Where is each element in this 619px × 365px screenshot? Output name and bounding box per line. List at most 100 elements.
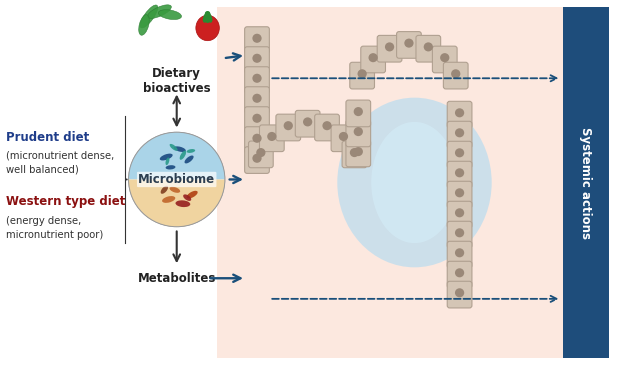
Circle shape bbox=[339, 132, 348, 141]
Circle shape bbox=[253, 134, 262, 143]
Text: Systemic actions: Systemic actions bbox=[579, 127, 592, 238]
Ellipse shape bbox=[165, 157, 170, 165]
Circle shape bbox=[267, 132, 277, 141]
Circle shape bbox=[451, 69, 461, 78]
FancyBboxPatch shape bbox=[259, 125, 284, 151]
Ellipse shape bbox=[170, 144, 178, 151]
Circle shape bbox=[256, 148, 266, 157]
Text: Microbiome: Microbiome bbox=[138, 173, 215, 186]
Circle shape bbox=[440, 53, 449, 62]
FancyBboxPatch shape bbox=[447, 241, 472, 268]
Circle shape bbox=[253, 74, 262, 83]
FancyBboxPatch shape bbox=[248, 141, 273, 168]
FancyBboxPatch shape bbox=[245, 27, 269, 53]
Circle shape bbox=[322, 121, 332, 130]
Circle shape bbox=[404, 39, 413, 48]
Circle shape bbox=[353, 107, 363, 116]
Circle shape bbox=[455, 188, 464, 197]
Ellipse shape bbox=[161, 186, 168, 194]
Ellipse shape bbox=[158, 10, 181, 20]
Ellipse shape bbox=[140, 5, 158, 28]
Ellipse shape bbox=[147, 5, 171, 18]
Ellipse shape bbox=[160, 154, 173, 161]
Circle shape bbox=[368, 53, 378, 62]
Circle shape bbox=[303, 118, 312, 126]
Circle shape bbox=[455, 208, 464, 217]
FancyBboxPatch shape bbox=[447, 281, 472, 308]
Wedge shape bbox=[129, 180, 225, 227]
Circle shape bbox=[455, 128, 464, 137]
FancyBboxPatch shape bbox=[314, 114, 339, 141]
FancyBboxPatch shape bbox=[331, 125, 356, 151]
FancyBboxPatch shape bbox=[276, 114, 301, 141]
Ellipse shape bbox=[176, 200, 190, 207]
Circle shape bbox=[253, 34, 262, 43]
FancyBboxPatch shape bbox=[397, 32, 422, 58]
Circle shape bbox=[253, 94, 262, 103]
Ellipse shape bbox=[205, 11, 212, 23]
FancyBboxPatch shape bbox=[346, 120, 371, 147]
FancyBboxPatch shape bbox=[350, 62, 374, 89]
FancyBboxPatch shape bbox=[245, 107, 269, 134]
Circle shape bbox=[253, 114, 262, 123]
Ellipse shape bbox=[203, 11, 210, 23]
Ellipse shape bbox=[204, 11, 210, 23]
Circle shape bbox=[455, 108, 464, 118]
Ellipse shape bbox=[187, 149, 195, 153]
FancyBboxPatch shape bbox=[245, 47, 269, 73]
Text: (micronutrient dense,
well balanced): (micronutrient dense, well balanced) bbox=[6, 151, 114, 174]
Ellipse shape bbox=[183, 195, 191, 201]
FancyBboxPatch shape bbox=[447, 161, 472, 188]
Text: Metabolites: Metabolites bbox=[137, 272, 216, 285]
Ellipse shape bbox=[139, 15, 149, 35]
Circle shape bbox=[455, 228, 464, 237]
FancyBboxPatch shape bbox=[377, 35, 402, 62]
FancyBboxPatch shape bbox=[447, 181, 472, 208]
Circle shape bbox=[455, 148, 464, 157]
Ellipse shape bbox=[166, 165, 175, 169]
FancyBboxPatch shape bbox=[447, 261, 472, 288]
Circle shape bbox=[455, 168, 464, 177]
Circle shape bbox=[358, 69, 367, 78]
Circle shape bbox=[284, 121, 293, 130]
FancyBboxPatch shape bbox=[342, 141, 367, 168]
Ellipse shape bbox=[337, 98, 491, 267]
FancyBboxPatch shape bbox=[447, 101, 472, 128]
Ellipse shape bbox=[170, 187, 180, 193]
FancyBboxPatch shape bbox=[295, 110, 320, 137]
Text: Dietary
bioactives: Dietary bioactives bbox=[143, 68, 210, 95]
FancyBboxPatch shape bbox=[346, 100, 371, 127]
FancyBboxPatch shape bbox=[447, 141, 472, 168]
Text: Prudent diet: Prudent diet bbox=[6, 131, 89, 143]
FancyBboxPatch shape bbox=[361, 46, 386, 73]
Ellipse shape bbox=[186, 191, 197, 199]
Wedge shape bbox=[129, 132, 225, 180]
Ellipse shape bbox=[371, 122, 457, 243]
Text: Western type diet: Western type diet bbox=[6, 195, 125, 208]
Circle shape bbox=[455, 288, 464, 297]
Bar bbox=[563, 7, 609, 358]
Ellipse shape bbox=[196, 15, 219, 41]
Ellipse shape bbox=[162, 196, 175, 203]
FancyBboxPatch shape bbox=[245, 67, 269, 93]
FancyBboxPatch shape bbox=[443, 62, 468, 89]
Ellipse shape bbox=[174, 146, 186, 152]
Circle shape bbox=[253, 154, 262, 163]
Ellipse shape bbox=[180, 151, 186, 160]
Circle shape bbox=[129, 132, 225, 227]
Circle shape bbox=[455, 268, 464, 277]
Circle shape bbox=[353, 127, 363, 136]
Circle shape bbox=[350, 148, 359, 157]
FancyBboxPatch shape bbox=[447, 221, 472, 248]
FancyBboxPatch shape bbox=[416, 35, 441, 62]
Bar bbox=[217, 7, 575, 358]
Circle shape bbox=[423, 42, 433, 51]
Circle shape bbox=[353, 147, 363, 156]
Circle shape bbox=[455, 248, 464, 257]
Ellipse shape bbox=[184, 155, 194, 164]
FancyBboxPatch shape bbox=[245, 127, 269, 153]
FancyBboxPatch shape bbox=[245, 87, 269, 114]
Circle shape bbox=[385, 42, 394, 51]
FancyBboxPatch shape bbox=[447, 121, 472, 148]
FancyBboxPatch shape bbox=[433, 46, 457, 73]
